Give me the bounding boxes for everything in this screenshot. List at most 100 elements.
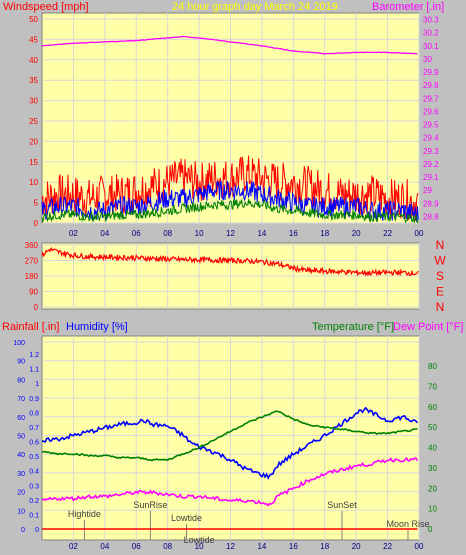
temperature-tick: 70 bbox=[428, 383, 437, 392]
atmosphere-x-axis: 02 04 06 08 10 12 14 16 18 20 22 00 bbox=[69, 542, 424, 551]
x-tick-label: 16 bbox=[289, 542, 298, 551]
barometer-tick: 29.7 bbox=[423, 94, 439, 103]
rainfall-tick: 0 bbox=[35, 527, 39, 534]
windspeed-tick: 25 bbox=[29, 117, 38, 126]
wind-grid bbox=[42, 13, 420, 224]
x-tick-label: 22 bbox=[383, 542, 392, 551]
rainfall-tick: 0.9 bbox=[29, 396, 39, 403]
barometer-tick: 30.1 bbox=[423, 42, 439, 51]
rainfall-tick: 0.1 bbox=[29, 512, 39, 519]
x-tick-label: 16 bbox=[289, 229, 298, 238]
event-label: Lowtide bbox=[184, 535, 215, 545]
direction-tick: 0 bbox=[34, 303, 39, 312]
humidity-tick: 30 bbox=[17, 471, 25, 478]
rainfall-tick: 0.6 bbox=[29, 440, 39, 447]
temperature-tick: 10 bbox=[428, 505, 437, 514]
barometer-tick: 28.9 bbox=[423, 199, 439, 208]
header-title: 24 hour graph day March 24 2019 bbox=[172, 1, 338, 13]
barometer-tick: 29.4 bbox=[423, 134, 439, 143]
compass-label: E bbox=[436, 285, 444, 299]
rainfall-tick: 1 bbox=[35, 381, 39, 388]
x-tick-label: 12 bbox=[226, 229, 235, 238]
barometer-tick: 29 bbox=[423, 186, 432, 195]
wind-series bbox=[41, 35, 419, 224]
windspeed-tick: 30 bbox=[29, 97, 38, 106]
x-tick-label: 08 bbox=[163, 542, 172, 551]
x-tick-label: 04 bbox=[100, 542, 109, 551]
temperature-tick: 40 bbox=[428, 444, 437, 453]
dew-point-line bbox=[41, 456, 419, 507]
rainfall-tick: 0.3 bbox=[29, 483, 39, 490]
gust-line bbox=[41, 155, 419, 222]
x-tick-label: 00 bbox=[415, 542, 424, 551]
event-label: Moon Rise bbox=[386, 519, 429, 529]
x-tick-label: 20 bbox=[352, 542, 361, 551]
direction-series bbox=[41, 246, 419, 277]
x-tick-label: 14 bbox=[257, 229, 266, 238]
windspeed-tick: 45 bbox=[29, 35, 38, 44]
humidity-axis: 0 10 20 30 40 50 60 70 80 90 100 bbox=[13, 340, 25, 534]
x-tick-label: 08 bbox=[163, 229, 172, 238]
x-tick-label: 14 bbox=[257, 542, 266, 551]
rainfall-tick: 1.2 bbox=[29, 352, 39, 359]
header-left-label: Windspeed [mph] bbox=[3, 1, 89, 13]
wind-x-axis: 02 04 06 08 10 12 14 16 18 20 22 00 bbox=[69, 229, 424, 238]
humidity-tick: 0 bbox=[21, 527, 25, 534]
compass-label: N bbox=[436, 238, 445, 252]
event-label: SunSet bbox=[327, 500, 357, 510]
dewpoint-label: Dew Point [°F] bbox=[393, 321, 463, 333]
humidity-tick: 20 bbox=[17, 490, 25, 497]
humidity-tick: 70 bbox=[17, 396, 25, 403]
event-markers: Hightide SunRise Lowtide Lowtide SunSet Moon … bbox=[68, 500, 430, 546]
barometer-tick: 30 bbox=[423, 55, 432, 64]
rainfall-tick: 0.4 bbox=[29, 469, 39, 476]
barometer-tick: 29.8 bbox=[423, 81, 439, 90]
x-tick-label: 02 bbox=[69, 542, 78, 551]
direction-tick: 90 bbox=[29, 288, 38, 297]
rainfall-tick: 0.2 bbox=[29, 498, 39, 505]
windspeed-tick: 40 bbox=[29, 56, 38, 65]
windspeed-tick: 0 bbox=[34, 219, 39, 228]
compass-label: S bbox=[436, 269, 444, 283]
x-tick-label: 02 bbox=[69, 229, 78, 238]
compass-label: N bbox=[436, 300, 445, 314]
barometer-tick: 29.2 bbox=[423, 160, 439, 169]
atmosphere-series bbox=[41, 406, 419, 530]
windspeed-tick: 15 bbox=[29, 158, 38, 167]
humidity-label: Humidity [%] bbox=[66, 321, 128, 333]
atmosphere-grid bbox=[42, 336, 420, 540]
humidity-tick: 40 bbox=[17, 452, 25, 459]
direction-line bbox=[41, 246, 419, 277]
temperature-axis: 0 10 20 30 40 50 60 70 80 bbox=[428, 362, 437, 534]
rainfall-tick: 0.5 bbox=[29, 454, 39, 461]
event-label: SunRise bbox=[133, 500, 167, 510]
rainfall-tick: 0.8 bbox=[29, 410, 39, 417]
header-right-label: Barometer [.in] bbox=[372, 1, 444, 13]
humidity-tick: 90 bbox=[17, 359, 25, 366]
temperature-tick: 50 bbox=[428, 423, 437, 432]
low-line bbox=[41, 198, 419, 224]
windspeed-tick: 10 bbox=[29, 178, 38, 187]
wind-left-axis: 0 5 10 15 20 25 30 35 40 45 50 bbox=[29, 15, 38, 228]
barometer-tick: 28.8 bbox=[423, 212, 439, 221]
barometer-tick: 29.9 bbox=[423, 68, 439, 77]
x-tick-label: 12 bbox=[226, 542, 235, 551]
x-tick-label: 06 bbox=[132, 542, 141, 551]
x-tick-label: 20 bbox=[352, 229, 361, 238]
barometer-tick: 29.3 bbox=[423, 147, 439, 156]
temperature-tick: 30 bbox=[428, 464, 437, 473]
barometer-axis: 28.8 28.9 29 29.1 29.2 29.3 29.4 29.5 29.6 29.7 29… bbox=[423, 16, 439, 222]
event-label: Lowtide bbox=[171, 513, 202, 523]
barometer-tick: 29.6 bbox=[423, 107, 439, 116]
temperature-label: Temperature [°F] bbox=[312, 321, 394, 333]
temperature-tick: 0 bbox=[428, 525, 433, 534]
barometer-line bbox=[41, 35, 418, 55]
windspeed-tick: 20 bbox=[29, 137, 38, 146]
x-tick-label: 18 bbox=[320, 542, 329, 551]
x-tick-label: 06 bbox=[132, 229, 141, 238]
windspeed-tick: 5 bbox=[34, 199, 39, 208]
humidity-tick: 10 bbox=[17, 508, 25, 515]
